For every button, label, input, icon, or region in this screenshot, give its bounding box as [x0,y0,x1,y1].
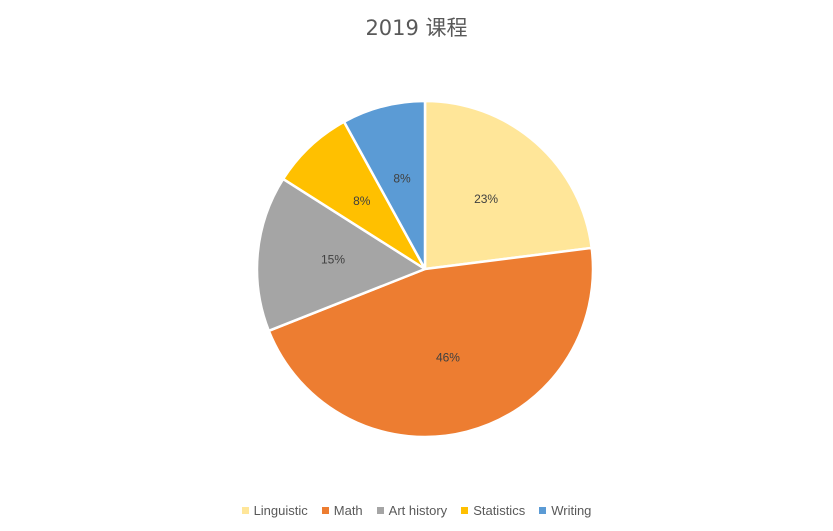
pie-slice-math [267,246,595,439]
legend-label: Statistics [473,503,526,518]
legend-swatch [241,507,249,514]
legend-item-linguistic: Linguistic [241,503,308,518]
legend-item-art-history: Art history [376,503,448,518]
legend-item-math: Math [321,503,363,518]
pie-slice-art-history [255,177,428,333]
legend-swatch [321,507,329,514]
legend-swatch [539,507,547,514]
legend-label: Art history [388,503,448,518]
legend-label: Math [333,503,363,518]
legend-swatch [376,507,384,514]
chart-title: 2019 课程 [365,16,468,40]
legend-label: Writing [551,503,592,518]
legend-item-statistics: Statistics [461,503,525,518]
pie-slice-linguistic [423,99,594,271]
data-label-math: 46% [436,351,460,365]
legend: Linguistic Math Art history Statistics Writi… [0,503,833,518]
legend-item-writing: Writing [539,503,591,518]
data-label-statistics: 8% [353,194,371,208]
data-label-linguistic: 23% [474,192,498,206]
data-label-art-history: 15% [321,252,345,266]
pie-slice-writing [342,99,427,270]
legend-label: Linguistic [253,503,308,518]
pie-labels: 23% 46% 15% 8% 8% [321,172,498,365]
data-label-writing: 8% [393,172,411,186]
legend-swatch [461,507,469,514]
pie-slices [255,99,595,439]
